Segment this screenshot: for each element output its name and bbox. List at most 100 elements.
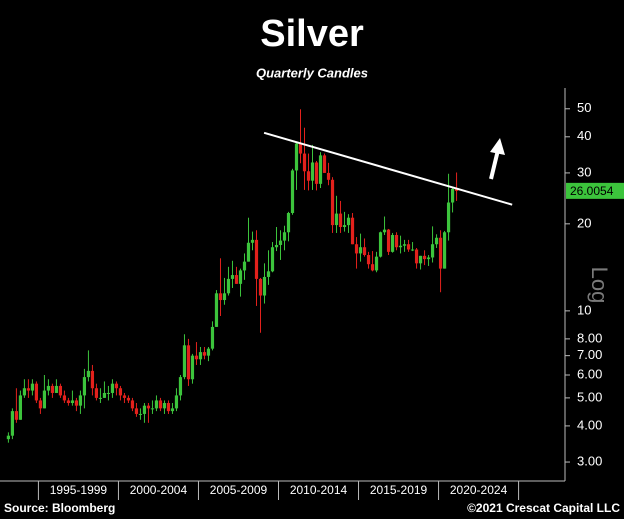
candle-body	[50, 385, 55, 393]
y-tick-label: 30	[577, 164, 591, 179]
candle-body	[282, 232, 287, 241]
candle-body	[442, 232, 447, 269]
candle-body	[166, 403, 171, 412]
arrow-head	[490, 138, 505, 155]
candle-body	[306, 171, 311, 181]
candle-body	[154, 400, 159, 409]
y-tick-label: 7.00	[577, 347, 602, 362]
candle-body	[14, 411, 19, 420]
candle-body	[354, 244, 359, 254]
candle-body	[30, 383, 35, 391]
x-tick-label: 2005-2009	[210, 483, 268, 497]
candle-body	[238, 270, 243, 284]
candle-body	[118, 388, 123, 396]
candle-body	[234, 275, 239, 284]
x-tick-label: 2015-2019	[370, 483, 428, 497]
candle-body	[350, 217, 355, 245]
candle-body	[66, 400, 71, 404]
copyright-note: ©2021 Crescat Capital LLC	[467, 501, 620, 515]
candle-body	[314, 162, 319, 184]
candle-body	[78, 395, 83, 406]
candle-body	[438, 237, 443, 269]
candle-body	[230, 275, 235, 279]
candle-body	[406, 244, 411, 250]
candle-body	[74, 400, 79, 406]
candle-body	[382, 229, 387, 233]
candle-body	[310, 162, 315, 181]
candle-body	[102, 392, 107, 398]
candle-body	[410, 249, 415, 251]
candle-body	[178, 377, 183, 396]
candle-body	[426, 257, 431, 260]
last-price-label: 26.0054	[570, 184, 614, 198]
candle-body	[122, 395, 127, 398]
candle-body	[414, 249, 419, 264]
candle-body	[286, 213, 291, 233]
candle-body	[126, 397, 131, 401]
candle-body	[330, 179, 335, 226]
candle-body	[110, 383, 115, 393]
candle-body	[34, 383, 39, 401]
candle-body	[82, 377, 87, 396]
candle-body	[266, 271, 271, 277]
candle-body	[46, 385, 51, 391]
candle-body	[206, 348, 211, 356]
candle-body	[218, 293, 223, 301]
candle-body	[386, 229, 391, 252]
candle-body	[422, 255, 427, 260]
chart-title: Silver	[260, 13, 364, 55]
candle-body	[394, 234, 399, 248]
candle-body	[158, 400, 163, 409]
candle-body	[186, 345, 191, 380]
candle-body	[142, 405, 147, 414]
candle-body	[106, 392, 111, 394]
candle-body	[290, 170, 295, 214]
candle-body	[150, 408, 155, 410]
arrow-shaft	[489, 149, 500, 180]
candle-body	[450, 188, 455, 203]
candle-body	[98, 397, 103, 399]
candle-body	[378, 232, 383, 257]
candle-body	[94, 388, 99, 398]
candle-body	[170, 408, 175, 412]
x-tick-label: 2000-2004	[130, 483, 188, 497]
candle-body	[278, 240, 283, 245]
candle-body	[358, 247, 363, 254]
candle-body	[258, 278, 263, 296]
candle-body	[42, 390, 47, 409]
candle-body	[390, 234, 395, 252]
candle-body	[246, 242, 251, 262]
candle-body	[334, 213, 339, 226]
candle-body	[270, 247, 275, 272]
candle-body	[326, 172, 331, 180]
y-tick-label: 5.00	[577, 389, 602, 404]
candle-body	[374, 256, 379, 271]
candle-body	[202, 352, 207, 356]
candle-body	[222, 293, 227, 301]
candle-body	[446, 202, 451, 233]
candle-body	[226, 278, 231, 294]
candle-body	[250, 239, 255, 243]
candle-body	[70, 400, 75, 404]
x-tick-label: 2020-2024	[450, 483, 508, 497]
candle-body	[90, 370, 95, 389]
candle-body	[346, 217, 351, 226]
candle-body	[402, 244, 407, 246]
y-tick-label: 6.00	[577, 366, 602, 381]
y-tick-label: 4.00	[577, 417, 602, 432]
y-tick-label: 10	[577, 302, 591, 317]
candle-body	[366, 255, 371, 265]
candle-body	[18, 395, 23, 420]
candle-body	[162, 403, 167, 409]
candle-body	[362, 247, 367, 256]
log-axis-note: Log	[587, 267, 612, 304]
candle-body	[38, 400, 43, 409]
candle-body	[138, 413, 143, 415]
candle-body	[6, 435, 11, 440]
candle-body	[294, 143, 299, 171]
candle-body	[430, 244, 435, 258]
trendline	[263, 131, 513, 206]
candle-body	[194, 355, 199, 360]
